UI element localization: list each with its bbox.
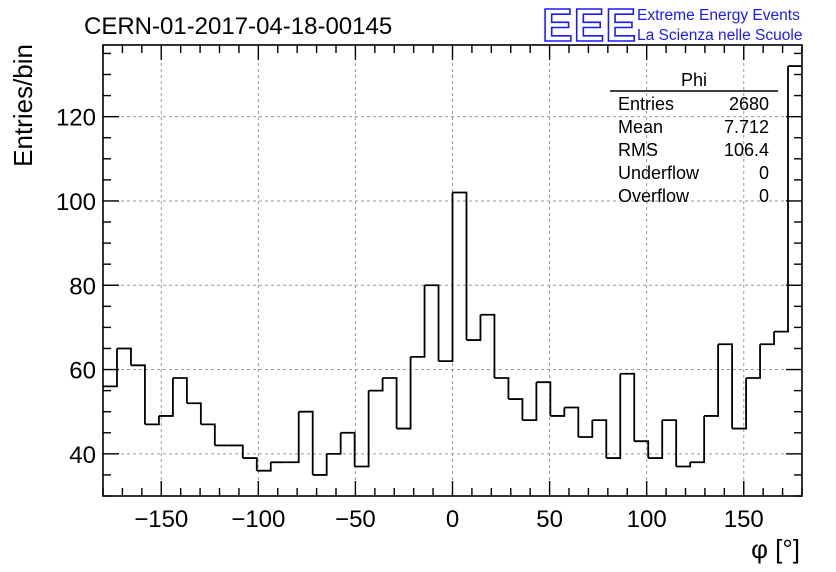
histogram-bin (298, 410, 314, 475)
histogram-bin (578, 420, 594, 438)
histogram-bin (410, 285, 426, 358)
x-tick-label: 50 (536, 506, 563, 533)
histogram-bin (242, 457, 258, 471)
x-tick-label: 100 (627, 506, 667, 533)
histogram-bin (564, 406, 580, 437)
stats-label-overflow: Overflow (618, 186, 690, 206)
histogram-bin (774, 66, 789, 333)
stats-title: Phi (681, 70, 707, 90)
logo-line-1: Extreme Energy Events (637, 7, 800, 24)
x-tick-label: −100 (231, 506, 285, 533)
histogram-bin (718, 343, 733, 429)
y-tick-label: 120 (56, 105, 96, 132)
stats-value-underflow: 0 (759, 163, 769, 183)
histogram-bin (354, 390, 370, 468)
logo-mark: EEE (542, 0, 637, 51)
histogram-bin (466, 314, 482, 341)
histogram-bin (522, 382, 538, 422)
histogram-bin (648, 420, 664, 459)
y-tick-label: 40 (69, 442, 96, 469)
histogram-bin (382, 377, 398, 429)
logo-line-2: La Scienza nelle Scuole (637, 27, 802, 44)
histogram-bin (676, 462, 692, 468)
y-tick-label: 80 (69, 273, 96, 300)
histogram-bin (634, 440, 650, 459)
stats-value-overflow: 0 (759, 186, 769, 206)
histogram-bin (732, 377, 747, 430)
stats-value-entries: 2680 (729, 94, 769, 114)
x-tick-label: −150 (134, 506, 188, 533)
stats-label-entries: Entries (618, 94, 674, 114)
axis-ticks (102, 45, 803, 497)
histogram-bin (620, 372, 636, 442)
histogram-bin (396, 356, 412, 430)
histogram-bin (284, 411, 300, 464)
stats-label-rms: RMS (618, 140, 658, 160)
histogram-bin (606, 373, 622, 459)
stats-label-underflow: Underflow (618, 163, 700, 183)
stats-box: Phi Entries 2680 Mean 7.712 RMS 106.4 Un… (610, 70, 778, 206)
histogram-bin (256, 462, 272, 472)
histogram-bin (116, 347, 132, 366)
histogram-bin (690, 415, 706, 464)
histogram-bin (704, 344, 720, 417)
histogram-bin (662, 419, 678, 467)
x-axis-label: φ [°] (751, 534, 800, 564)
x-tick-label: 150 (724, 506, 764, 533)
histogram-bin (536, 381, 552, 416)
histogram-bin (186, 402, 202, 425)
histogram-bin (144, 415, 160, 426)
histogram-bin (130, 364, 146, 425)
histogram-bin (424, 284, 440, 362)
histogram-bin (508, 398, 524, 421)
histogram-bin (494, 377, 510, 400)
histogram-bin (368, 377, 384, 392)
y-tick-label: 60 (69, 358, 96, 385)
eee-logo: EEE Extreme Energy Events La Scienza nel… (541, 0, 802, 52)
histogram-bin (438, 192, 454, 363)
histogram-bin (480, 313, 496, 378)
y-axis-label: Entries/bin (8, 44, 38, 167)
histogram-bin (452, 191, 468, 341)
histogram-bin (326, 432, 342, 455)
histogram-bin (200, 423, 216, 446)
stats-label-mean: Mean (618, 117, 663, 137)
histogram-bin (592, 419, 608, 459)
chart-title: CERN-01-2017-04-18-00145 (84, 13, 392, 40)
histogram-bin (158, 377, 174, 417)
histogram-bin (550, 407, 566, 417)
histogram-bin (228, 444, 244, 459)
stats-value-mean: 7.712 (724, 117, 769, 137)
histogram-bin (172, 377, 188, 404)
histogram-bin (340, 431, 356, 467)
histogram-bin (760, 331, 775, 346)
x-tick-labels: −150 −100 −50 0 50 100 150 (134, 506, 764, 533)
y-tick-labels: 40 60 80 100 120 (56, 105, 96, 469)
x-tick-label: 0 (446, 506, 459, 533)
stats-value-rms: 106.4 (724, 140, 769, 160)
x-tick-label: −50 (335, 506, 376, 533)
histogram-bin (746, 344, 761, 379)
histogram-bars (103, 65, 802, 476)
y-tick-label: 100 (56, 189, 96, 216)
histogram-bin (312, 453, 328, 476)
histogram-bin (103, 348, 118, 388)
